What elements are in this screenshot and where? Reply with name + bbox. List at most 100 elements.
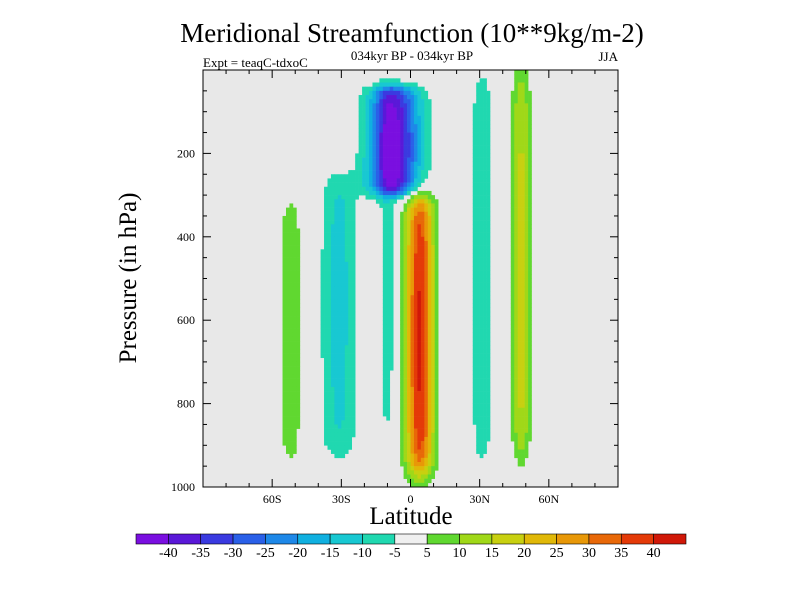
colorbar-swatch (200, 533, 234, 545)
contour-cell (365, 140, 370, 146)
contour-cell (524, 395, 529, 400)
contour-cell (286, 282, 290, 288)
contour-cell (344, 361, 349, 367)
contour-cell (403, 282, 408, 288)
contour-cell (282, 270, 287, 275)
contour-cell (289, 316, 294, 321)
contour-cell (417, 132, 422, 138)
contour-cell (528, 432, 532, 438)
contour-cell (348, 416, 353, 421)
contour-cell (431, 428, 436, 434)
contour-cell (427, 245, 432, 250)
contour-cell (410, 441, 415, 446)
contour-cell (320, 332, 325, 338)
contour-cell (407, 378, 411, 384)
contour-cell (517, 461, 522, 467)
contour-cell (365, 99, 370, 104)
contour-cell (417, 178, 422, 183)
contour-cell (403, 236, 408, 242)
contour-cell (344, 274, 349, 279)
contour-cell (400, 115, 404, 121)
contour-cell (524, 420, 529, 425)
contour-cell (510, 95, 515, 100)
contour-cell (344, 240, 349, 246)
contour-cell (382, 153, 387, 158)
contour-cell (521, 282, 525, 288)
contour-cell (521, 261, 525, 267)
contour-cell (479, 170, 484, 175)
contour-cell (337, 295, 342, 300)
contour-cell (382, 120, 387, 125)
contour-cell (341, 399, 346, 404)
contour-cell (324, 295, 328, 300)
contour-cell (393, 107, 397, 112)
contour-cell (337, 182, 342, 188)
contour-cell (379, 182, 384, 188)
contour-cell (320, 320, 325, 325)
contour-cell (389, 282, 394, 288)
contour-cell (358, 182, 363, 188)
contour-cell (420, 291, 425, 296)
contour-cell (528, 120, 532, 125)
contour-cell (517, 207, 522, 213)
contour-cell (296, 328, 301, 334)
contour-cell (524, 307, 529, 313)
contour-cell (486, 311, 491, 317)
contour-cell (476, 236, 480, 242)
contour-cell (417, 236, 422, 242)
contour-cell (420, 115, 425, 121)
contour-cell (382, 374, 387, 379)
contour-cell (400, 86, 404, 92)
contour-cell (424, 382, 429, 388)
y-tick-label: 400 (177, 230, 195, 244)
contour-cell (348, 407, 353, 413)
contour-cell (327, 190, 332, 196)
contour-cell (282, 299, 287, 304)
contour-cell (431, 461, 436, 467)
contour-cell (393, 103, 397, 108)
contour-cell (369, 124, 373, 129)
contour-cell (334, 232, 339, 238)
contour-cell (427, 353, 432, 359)
contour-cell (282, 432, 287, 438)
contour-cell (483, 328, 487, 334)
contour-cell (386, 136, 391, 142)
contour-cell (517, 195, 522, 200)
contour-cell (344, 195, 349, 200)
contour-cell (351, 295, 356, 300)
contour-cell (486, 341, 491, 346)
contour-cell (396, 157, 401, 163)
contour-cell (420, 132, 425, 138)
contour-cell (514, 345, 519, 350)
contour-cell (483, 265, 487, 271)
contour-cell (292, 245, 297, 250)
colorbar-label: 15 (485, 546, 499, 561)
contour-cell (410, 386, 415, 392)
contour-cell (330, 195, 335, 200)
contour-cell (424, 228, 429, 233)
contour-cell (410, 132, 415, 138)
contour-cell (524, 211, 529, 217)
contour-cell (528, 211, 532, 217)
contour-cell (369, 111, 373, 117)
contour-cell (417, 474, 422, 479)
contour-cell (413, 95, 418, 100)
contour-cell (476, 386, 480, 392)
contour-cell (479, 182, 484, 188)
contour-cell (510, 165, 515, 171)
contour-cell (382, 349, 387, 354)
contour-cell (514, 324, 519, 329)
contour-cell (472, 303, 477, 308)
contour-cell (344, 391, 349, 396)
contour-cell (369, 157, 373, 163)
contour-cell (486, 278, 491, 283)
contour-cell (479, 378, 484, 384)
contour-cell (379, 82, 384, 87)
contour-cell (434, 336, 439, 342)
contour-cell (292, 332, 297, 338)
contour-cell (476, 249, 480, 254)
contour-cell (365, 111, 370, 117)
contour-cell (413, 240, 418, 246)
contour-cell (348, 311, 353, 317)
contour-cell (486, 295, 491, 300)
